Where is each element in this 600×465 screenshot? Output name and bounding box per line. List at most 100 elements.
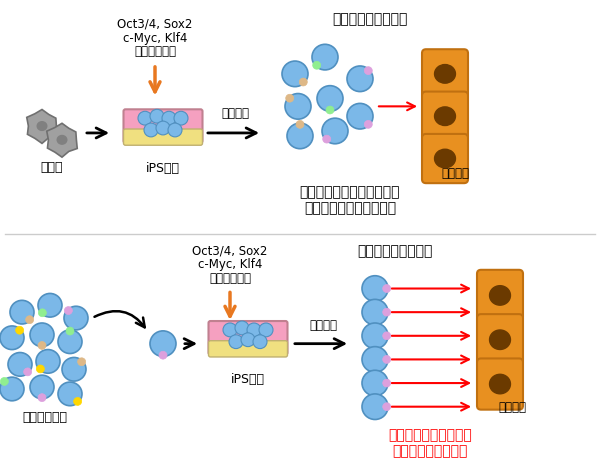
Ellipse shape bbox=[57, 135, 67, 144]
Circle shape bbox=[74, 398, 82, 405]
Circle shape bbox=[241, 333, 255, 346]
Text: 「多様な」リンパ球: 「多様な」リンパ球 bbox=[332, 12, 407, 26]
Circle shape bbox=[30, 323, 54, 346]
Circle shape bbox=[383, 355, 391, 363]
Circle shape bbox=[26, 316, 34, 324]
Circle shape bbox=[383, 308, 391, 316]
Text: 分化誘導: 分化誘導 bbox=[221, 107, 249, 120]
Circle shape bbox=[364, 66, 372, 74]
Circle shape bbox=[38, 394, 46, 402]
Text: Oct3/4, Sox2: Oct3/4, Sox2 bbox=[118, 18, 193, 31]
Circle shape bbox=[317, 86, 343, 111]
Circle shape bbox=[23, 368, 32, 376]
FancyBboxPatch shape bbox=[422, 92, 468, 141]
Circle shape bbox=[299, 78, 307, 86]
Circle shape bbox=[77, 358, 86, 365]
Text: （山中因子）: （山中因子） bbox=[209, 272, 251, 285]
Text: iPS細胞: iPS細胞 bbox=[146, 162, 180, 175]
Text: がん細胞: がん細胞 bbox=[441, 167, 469, 180]
Circle shape bbox=[364, 120, 372, 128]
Ellipse shape bbox=[434, 65, 455, 83]
Circle shape bbox=[383, 332, 391, 340]
Text: 「欲しい」リンパ球: 「欲しい」リンパ球 bbox=[358, 244, 433, 258]
FancyBboxPatch shape bbox=[477, 359, 523, 410]
Circle shape bbox=[1, 378, 8, 385]
Polygon shape bbox=[47, 123, 77, 157]
Circle shape bbox=[16, 326, 23, 334]
Text: 体細胞: 体細胞 bbox=[41, 160, 63, 173]
Ellipse shape bbox=[434, 107, 455, 126]
Circle shape bbox=[362, 276, 388, 301]
Text: iPS細胞: iPS細胞 bbox=[231, 373, 265, 386]
Circle shape bbox=[62, 358, 86, 381]
Ellipse shape bbox=[37, 122, 47, 130]
Circle shape bbox=[287, 123, 313, 149]
Circle shape bbox=[362, 346, 388, 372]
Circle shape bbox=[38, 341, 46, 349]
Circle shape bbox=[66, 327, 74, 335]
Ellipse shape bbox=[490, 374, 511, 394]
Circle shape bbox=[174, 111, 188, 125]
Circle shape bbox=[58, 382, 82, 405]
Circle shape bbox=[10, 300, 34, 324]
Text: c-Myc, Klf4: c-Myc, Klf4 bbox=[123, 32, 187, 45]
Circle shape bbox=[383, 403, 391, 411]
Circle shape bbox=[150, 109, 164, 123]
Circle shape bbox=[347, 66, 373, 92]
Circle shape bbox=[362, 394, 388, 419]
Text: Oct3/4, Sox2: Oct3/4, Sox2 bbox=[193, 244, 268, 257]
Circle shape bbox=[8, 352, 32, 376]
Circle shape bbox=[37, 365, 44, 373]
FancyBboxPatch shape bbox=[422, 134, 468, 183]
Circle shape bbox=[30, 375, 54, 399]
Circle shape bbox=[383, 285, 391, 292]
Circle shape bbox=[296, 120, 304, 128]
Circle shape bbox=[64, 306, 73, 314]
Text: すべてのリンパ球が、
がん細胞を攻撃する: すべてのリンパ球が、 がん細胞を攻撃する bbox=[388, 428, 472, 458]
Circle shape bbox=[323, 135, 331, 143]
FancyBboxPatch shape bbox=[124, 109, 203, 143]
FancyBboxPatch shape bbox=[209, 321, 287, 354]
Circle shape bbox=[362, 370, 388, 396]
Circle shape bbox=[286, 94, 294, 102]
Ellipse shape bbox=[490, 286, 511, 305]
Circle shape bbox=[156, 121, 170, 135]
Circle shape bbox=[362, 323, 388, 349]
FancyBboxPatch shape bbox=[209, 341, 287, 357]
Circle shape bbox=[64, 306, 88, 330]
Circle shape bbox=[223, 323, 237, 337]
Text: がん細胞: がん細胞 bbox=[498, 401, 526, 414]
Circle shape bbox=[58, 330, 82, 353]
Text: ごく一部のリンパ球しか、
がん細胞を攻撃できない: ごく一部のリンパ球しか、 がん細胞を攻撃できない bbox=[300, 185, 400, 215]
FancyBboxPatch shape bbox=[477, 270, 523, 321]
Circle shape bbox=[383, 379, 391, 387]
Circle shape bbox=[282, 61, 308, 86]
Circle shape bbox=[229, 335, 243, 349]
Text: 成熟リンパ球: 成熟リンパ球 bbox=[23, 411, 67, 424]
Circle shape bbox=[326, 106, 334, 114]
Circle shape bbox=[150, 331, 176, 357]
Circle shape bbox=[253, 335, 267, 349]
Circle shape bbox=[38, 293, 62, 317]
Text: c-Myc, Klf4: c-Myc, Klf4 bbox=[198, 258, 262, 271]
Circle shape bbox=[259, 323, 273, 337]
Circle shape bbox=[362, 299, 388, 325]
Circle shape bbox=[168, 123, 182, 137]
Ellipse shape bbox=[434, 149, 455, 168]
Polygon shape bbox=[27, 109, 57, 143]
Circle shape bbox=[313, 61, 321, 69]
Circle shape bbox=[144, 123, 158, 137]
Circle shape bbox=[36, 350, 60, 373]
FancyBboxPatch shape bbox=[477, 314, 523, 365]
Text: （山中因子）: （山中因子） bbox=[134, 45, 176, 58]
Text: 分化誘導: 分化誘導 bbox=[309, 319, 337, 332]
Circle shape bbox=[162, 111, 176, 125]
Circle shape bbox=[322, 118, 348, 144]
Circle shape bbox=[159, 351, 167, 359]
FancyBboxPatch shape bbox=[422, 49, 468, 99]
Circle shape bbox=[0, 377, 24, 401]
Circle shape bbox=[247, 323, 261, 337]
Circle shape bbox=[312, 44, 338, 70]
FancyBboxPatch shape bbox=[124, 129, 203, 145]
Circle shape bbox=[235, 321, 249, 335]
